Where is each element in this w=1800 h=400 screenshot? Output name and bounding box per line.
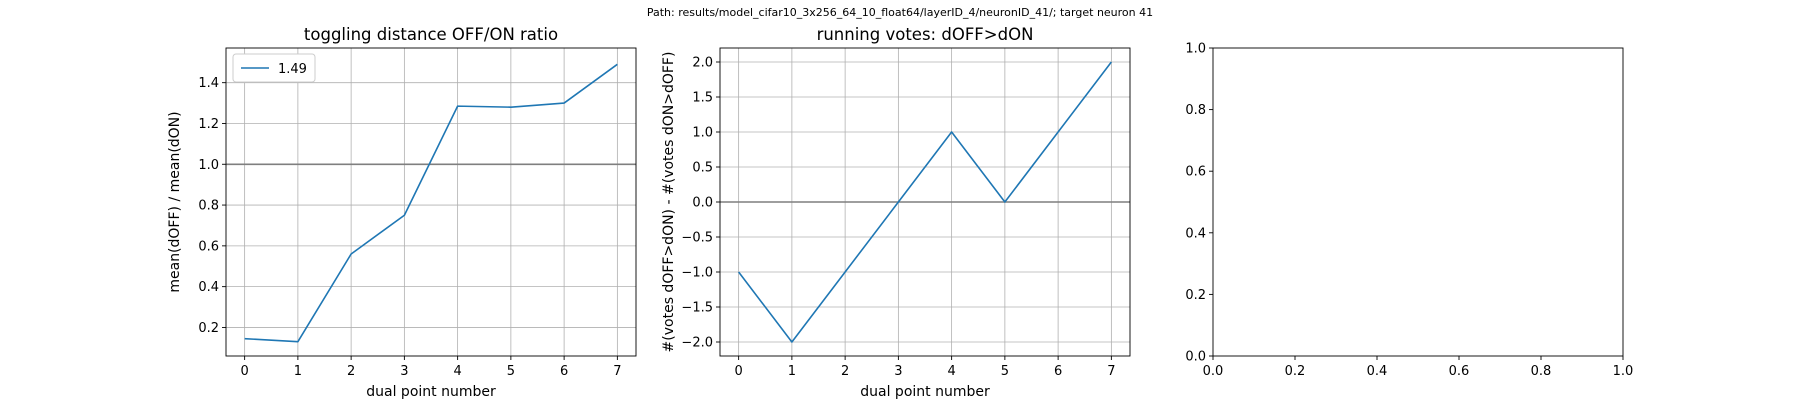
x-tick-label: 4 — [453, 364, 461, 379]
x-tick-label: 1 — [294, 364, 302, 379]
x-tick-label: 5 — [1001, 364, 1009, 379]
y-tick-label: 1.4 — [198, 76, 219, 91]
axes-frame — [1212, 47, 1624, 357]
x-tick-label: 0.4 — [1367, 364, 1388, 379]
y-tick-label: 0.4 — [198, 280, 219, 295]
y-tick-label: 1.5 — [692, 91, 713, 106]
y-tick-label: 1.0 — [1185, 42, 1206, 57]
y-tick-label: 1.2 — [198, 117, 219, 132]
x-tick-label: 6 — [1054, 364, 1062, 379]
y-tick-label: −1.0 — [681, 266, 713, 281]
x-tick-label: 6 — [560, 364, 568, 379]
x-axis-label: dual point number — [860, 384, 990, 400]
subplots: 0 1 2 3 4 5 6 7 0.2 0.4 0.6 0.8 1.0 1.2 1.4 toggling di… — [167, 25, 1633, 400]
subplot-3: 0.0 0.2 0.4 0.6 0.8 1.0 0.0 0.2 0.4 0.6 0.8 1.0 — [1185, 42, 1633, 380]
y-tick-label: 2.0 — [692, 56, 713, 71]
y-tick-label: 0.5 — [692, 161, 713, 176]
figure-suptitle: Path: results/model_cifar10_3x256_64_10_… — [647, 6, 1153, 19]
axes-frame — [225, 47, 637, 357]
y-tick-label: 0.4 — [1185, 226, 1206, 241]
y-tick-label: 0.0 — [692, 196, 713, 211]
x-tick-label: 0.0 — [1203, 364, 1224, 379]
x-tick-label: 3 — [894, 364, 902, 379]
x-tick-label: 0.6 — [1449, 364, 1470, 379]
y-tick-label: 0.0 — [1185, 350, 1206, 365]
x-tick-label: 3 — [400, 364, 408, 379]
x-tick-label: 7 — [1107, 364, 1115, 379]
x-tick-label: 2 — [841, 364, 849, 379]
y-tick-label: −2.0 — [681, 336, 713, 351]
chart-title: running votes: dOFF>dON — [817, 25, 1034, 44]
legend: 1.49 — [232, 53, 316, 83]
y-tick-label: 0.8 — [198, 199, 219, 214]
series-line — [244, 63, 618, 343]
y-axis-label: mean(dOFF) / mean(dON) — [167, 111, 183, 292]
y-tick-label: 0.8 — [1185, 103, 1206, 118]
x-tick-label: 2 — [347, 364, 355, 379]
x-tick-label: 0 — [240, 364, 248, 379]
legend-entry: 1.49 — [278, 62, 307, 77]
x-tick-label: 0 — [734, 364, 742, 379]
legend-box — [232, 53, 316, 83]
y-axis-label: #(votes dOFF>dON) - #(votes dON>dOFF) — [661, 52, 677, 353]
y-tick-label: 0.6 — [198, 239, 219, 254]
y-tick-label: 0.6 — [1185, 165, 1206, 180]
chart-title: toggling distance OFF/ON ratio — [304, 25, 558, 44]
x-tick-label: 7 — [613, 364, 621, 379]
y-tick-label: −0.5 — [681, 231, 713, 246]
x-tick-label: 0.8 — [1531, 364, 1552, 379]
x-tick-label: 4 — [947, 364, 955, 379]
y-tick-label: 0.2 — [198, 321, 219, 336]
y-tick-label: 1.0 — [198, 158, 219, 173]
subplot-2: 0 1 2 3 4 5 6 7 −2.0 −1.5 −1.0 −0.5 0.0 0.5 1.0 1.5 2.0 r… — [661, 25, 1131, 400]
y-tick-label: 1.0 — [692, 126, 713, 141]
y-tick-label: −1.5 — [681, 301, 713, 316]
series-line — [738, 61, 1112, 343]
x-tick-label: 5 — [507, 364, 515, 379]
x-tick-label: 1.0 — [1613, 364, 1634, 379]
subplot-1: 0 1 2 3 4 5 6 7 0.2 0.4 0.6 0.8 1.0 1.2 1.4 toggling di… — [167, 25, 637, 400]
y-tick-label: 0.2 — [1185, 288, 1206, 303]
x-axis-label: dual point number — [366, 384, 496, 400]
x-tick-label: 0.2 — [1285, 364, 1306, 379]
x-tick-label: 1 — [788, 364, 796, 379]
